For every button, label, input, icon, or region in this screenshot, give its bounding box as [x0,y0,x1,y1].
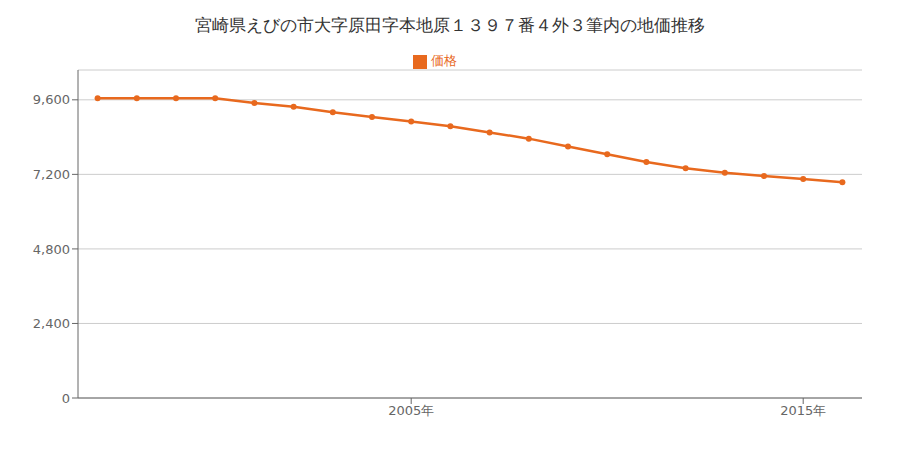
html-text:価格: 価格 [431,53,457,68]
svg-text:0: 0 [62,391,70,406]
svg-text:2015年: 2015年 [780,403,826,418]
svg-text:2005年: 2005年 [388,403,434,418]
svg-text:2,400: 2,400 [33,316,70,331]
svg-text:4,800: 4,800 [33,242,70,257]
svg-text:9,600: 9,600 [33,92,70,107]
svg-text:7,200: 7,200 [33,167,70,182]
html-text:宮崎県えびの市大字原田字本地原１３９７番４外３筆内の地価推移: 宮崎県えびの市大字原田字本地原１３９７番４外３筆内の地価推移 [195,15,705,35]
